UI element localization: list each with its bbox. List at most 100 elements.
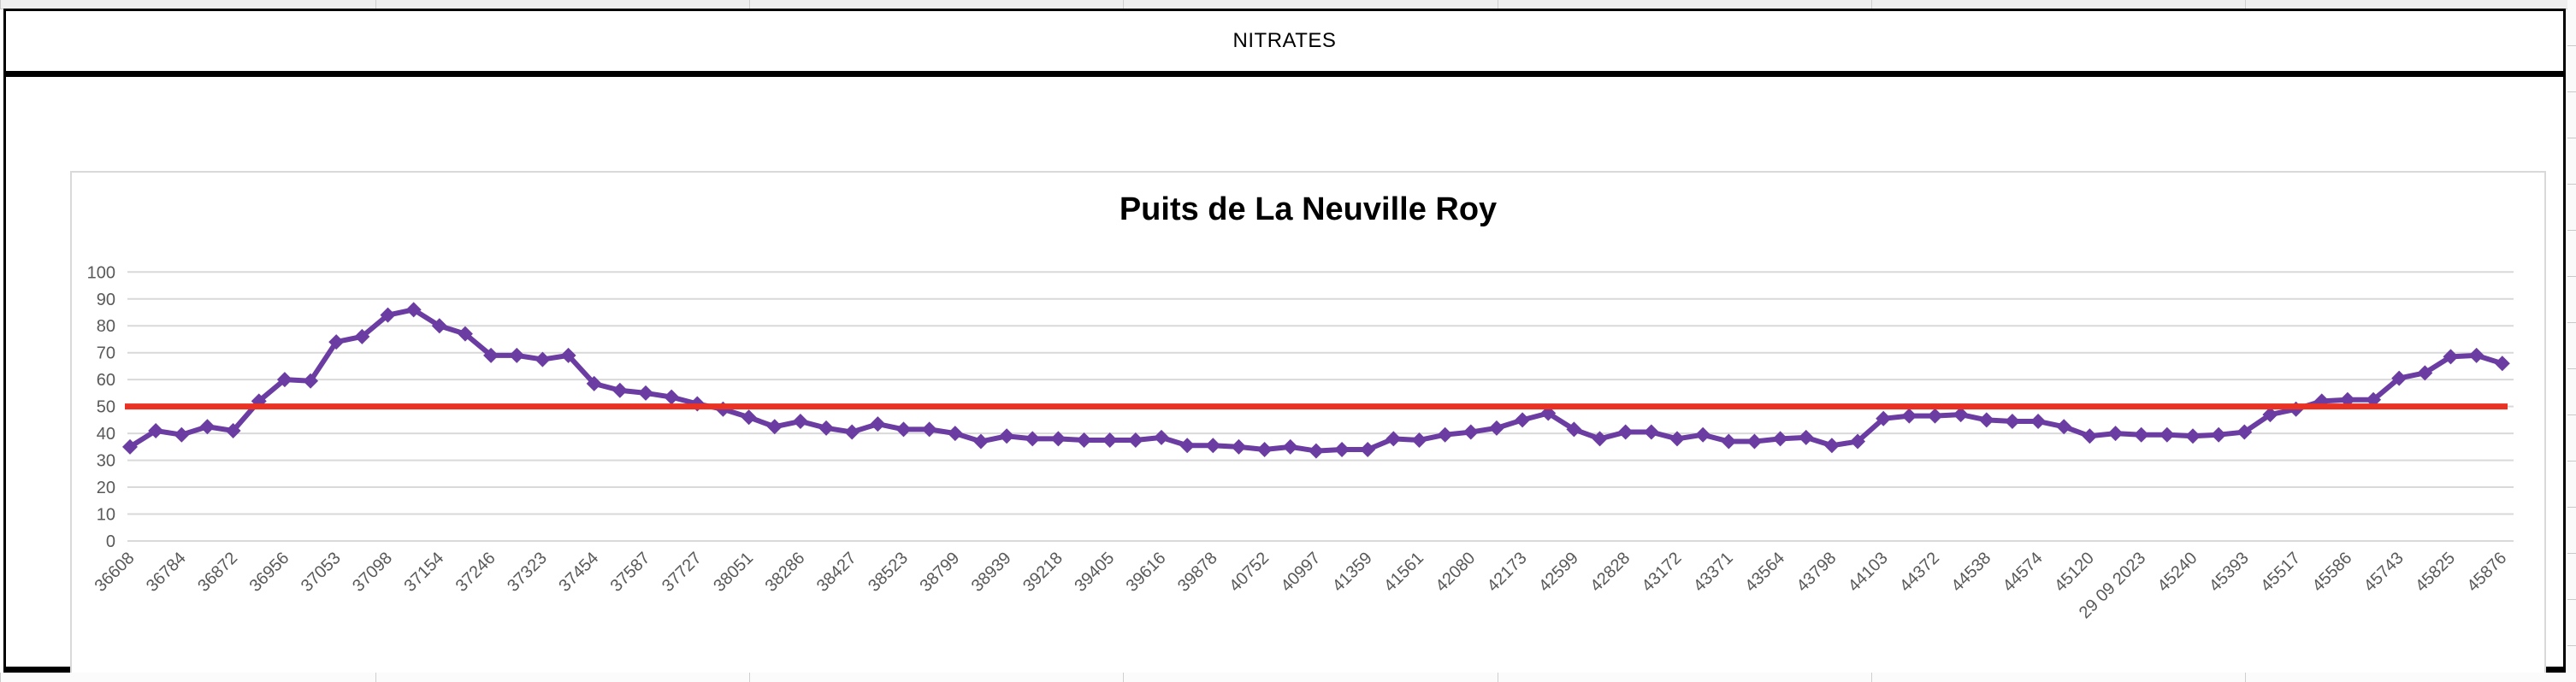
y-tick-label: 100 (87, 263, 115, 282)
x-tick-label: 42080 (1432, 549, 1479, 596)
data-point-marker (1901, 408, 1917, 424)
x-tick-label: 38051 (710, 549, 757, 596)
y-tick-label: 80 (97, 317, 115, 336)
data-point-marker (612, 382, 628, 398)
data-point-marker (664, 389, 680, 405)
data-point-marker (560, 347, 576, 363)
data-point-marker (1746, 433, 1763, 450)
data-point-marker (1437, 426, 1453, 443)
data-point-marker (1823, 438, 1840, 454)
data-point-marker (818, 420, 835, 436)
column-separator (375, 0, 376, 9)
data-point-marker (2417, 365, 2433, 381)
data-point-marker (1102, 432, 1118, 448)
data-point-marker (1850, 433, 1866, 450)
data-point-marker (2159, 426, 2175, 443)
data-point-marker (972, 433, 989, 450)
data-point-marker (2468, 347, 2484, 363)
data-point-marker (1927, 408, 1943, 424)
data-point-marker (1798, 429, 1814, 445)
data-point-marker (276, 372, 292, 388)
x-tick-label: 37587 (607, 549, 654, 596)
column-separator (1123, 673, 1124, 682)
data-point-marker (1411, 432, 1427, 448)
data-point-marker (1282, 438, 1298, 455)
data-point-marker (1385, 431, 1402, 447)
data-point-marker (638, 385, 653, 401)
data-point-marker (792, 413, 808, 429)
data-point-marker (999, 428, 1015, 444)
data-point-marker (1462, 424, 1479, 440)
data-point-marker (1876, 410, 1892, 426)
y-tick-label: 30 (97, 452, 115, 471)
sheet-header-box: NITRATES (3, 9, 2566, 77)
x-tick-label: 44103 (1845, 549, 1892, 596)
x-tick-label: 45743 (2360, 549, 2408, 596)
data-point-marker (2004, 413, 2020, 429)
x-tick-label: 44538 (1947, 549, 1994, 596)
data-point-marker (1515, 412, 1531, 428)
data-point-marker (1643, 424, 1659, 440)
x-tick-label: 39405 (1071, 549, 1118, 596)
data-point-marker (1308, 443, 1324, 459)
data-point-marker (380, 307, 396, 323)
x-tick-label: 41359 (1329, 549, 1376, 596)
x-tick-label: 44372 (1896, 549, 1943, 596)
x-tick-label: 36956 (246, 549, 293, 596)
data-point-marker (1205, 438, 1221, 454)
y-tick-label: 70 (97, 344, 115, 363)
data-point-marker (225, 422, 241, 438)
data-point-marker (174, 426, 190, 443)
data-point-marker (921, 421, 937, 438)
data-point-marker (1695, 426, 1711, 443)
data-point-marker (1076, 432, 1092, 448)
x-tick-label: 39218 (1019, 549, 1066, 596)
column-separator (1871, 673, 1872, 682)
x-tick-label: 36872 (194, 549, 241, 596)
data-point-marker (947, 426, 963, 442)
data-point-marker (2107, 426, 2124, 442)
x-tick-label: 36784 (143, 549, 190, 596)
x-tick-label: 43371 (1690, 549, 1737, 596)
data-point-marker (1050, 431, 1066, 447)
column-separator (1871, 0, 1872, 9)
y-tick-label: 40 (97, 425, 115, 444)
y-tick-label: 60 (97, 371, 115, 390)
x-tick-label: 37098 (349, 549, 396, 596)
data-point-marker (1154, 429, 1169, 445)
x-tick-label: 37323 (504, 549, 551, 596)
x-tick-label: 38799 (916, 549, 963, 596)
x-tick-label: 38427 (813, 549, 860, 596)
data-point-marker (2494, 356, 2510, 372)
x-tick-label: 36608 (92, 549, 139, 596)
data-point-marker (148, 422, 164, 438)
chart-object[interactable]: 0 10 20 30 40 50 60 70 80 90 100 36608 36784 36872 369… (70, 171, 2546, 682)
right-cells-strip (2567, 0, 2576, 682)
data-point-marker (1127, 432, 1143, 448)
data-point-marker (2236, 424, 2253, 440)
data-point-marker (1025, 431, 1041, 447)
data-point-marker (895, 421, 912, 438)
data-point-marker (1953, 407, 1969, 423)
x-tick-label: 43172 (1639, 549, 1686, 596)
data-point-marker (1488, 420, 1504, 436)
column-separator (2245, 673, 2246, 682)
data-point-marker (328, 334, 345, 350)
data-point-marker (2211, 426, 2227, 443)
y-tick-label: 0 (106, 532, 115, 551)
data-point-marker (2262, 407, 2278, 423)
x-tick-label: 45393 (2206, 549, 2253, 596)
data-point-marker (457, 326, 473, 342)
data-point-marker (122, 438, 138, 455)
y-tick-label: 10 (97, 506, 115, 525)
x-tick-label: 41561 (1380, 549, 1427, 596)
x-tick-label: 38286 (762, 549, 809, 596)
x-tick-label: 45517 (2257, 549, 2304, 596)
data-point-marker (1772, 431, 1788, 447)
data-point-marker (586, 375, 602, 391)
x-tick-label: 38939 (968, 549, 1015, 596)
x-tick-label: 37727 (659, 549, 706, 596)
data-point-marker (1978, 412, 1994, 428)
data-point-marker (1179, 438, 1196, 454)
